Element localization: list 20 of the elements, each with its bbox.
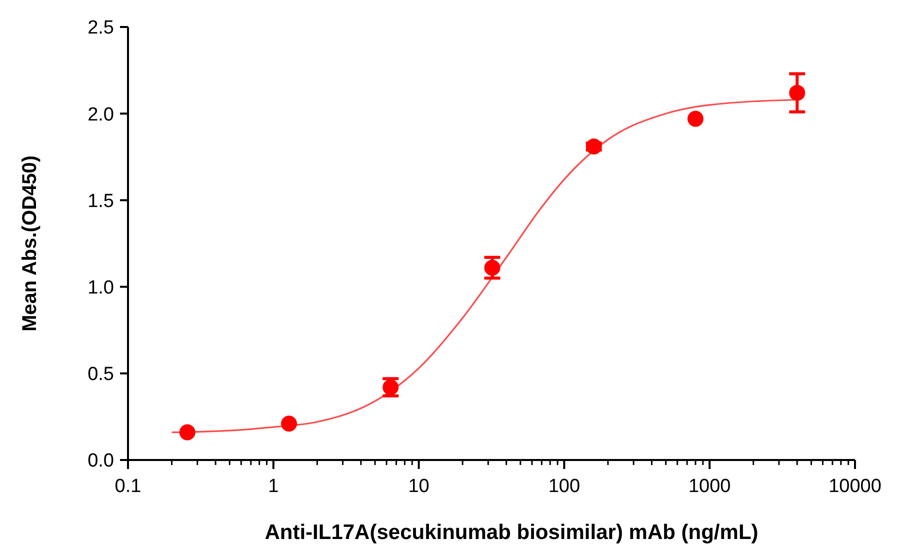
y-tick-label: 1.5 xyxy=(88,190,114,212)
x-tick-label: 10000 xyxy=(828,476,882,497)
y-tick-label: 2.5 xyxy=(88,18,114,39)
x-tick-label: 0.1 xyxy=(114,476,142,497)
x-tick-label: 10 xyxy=(408,476,430,497)
x-axis-title: Anti-IL17A(secukinumab biosimilar) mAb (ng/mL) xyxy=(264,521,758,544)
x-tick-label: 1 xyxy=(268,476,279,497)
point xyxy=(179,424,196,440)
x-tick-label: 100 xyxy=(548,476,580,497)
point xyxy=(586,138,602,155)
point xyxy=(484,260,500,276)
y-tick-label: 0.5 xyxy=(88,364,114,386)
y-tick-label: 0.0 xyxy=(88,450,114,472)
point xyxy=(688,110,704,127)
point xyxy=(789,84,806,101)
y-axis-title: Mean Abs.(OD450) xyxy=(19,156,41,332)
y-tick-label: 1.0 xyxy=(88,277,114,298)
point xyxy=(280,416,297,432)
x-tick-label: 1000 xyxy=(688,476,731,497)
y-tick-label: 2.0 xyxy=(88,104,114,126)
